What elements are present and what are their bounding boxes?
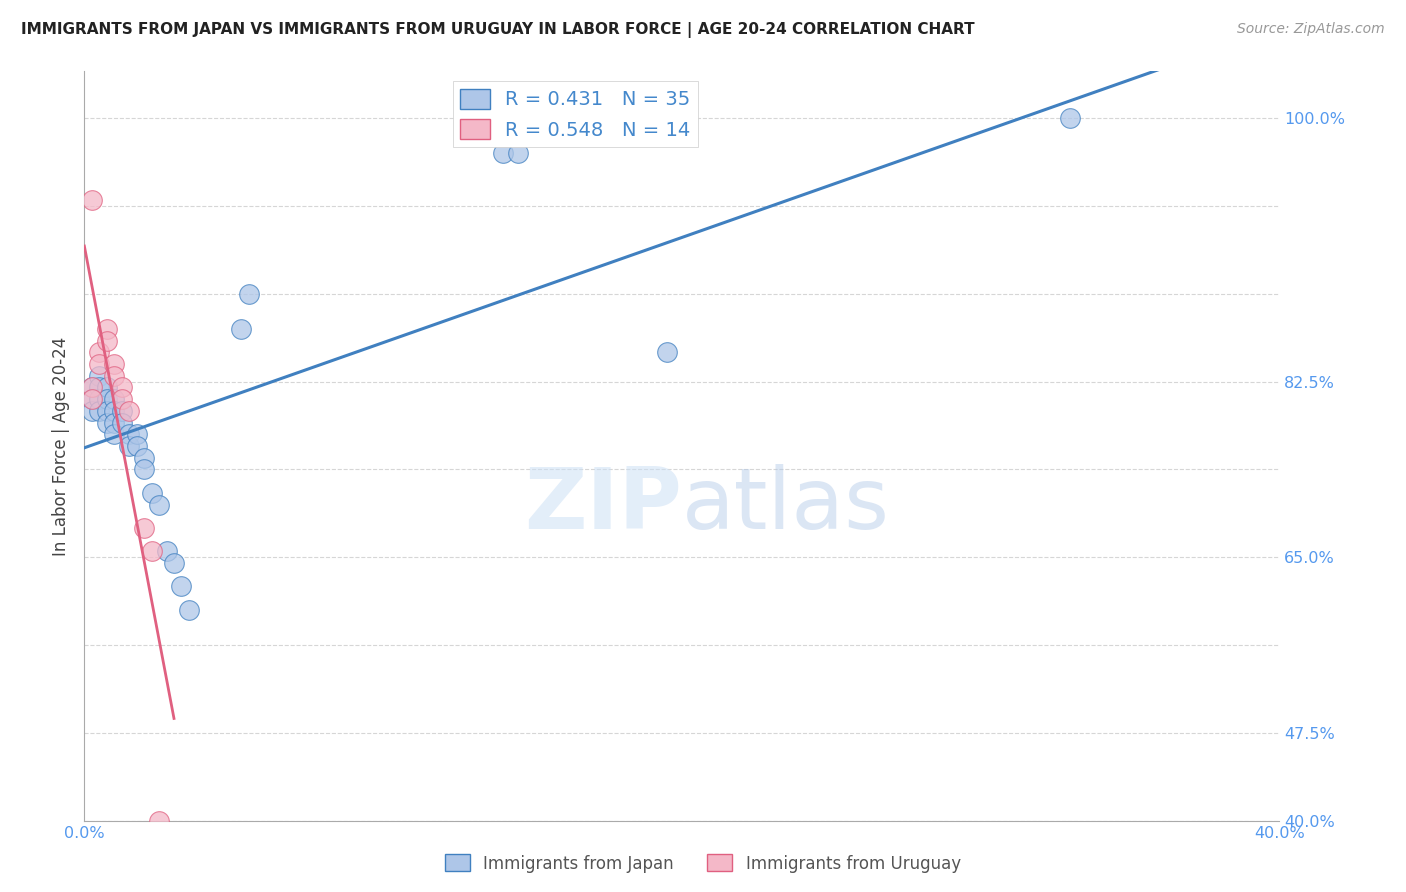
Point <box>177 603 200 617</box>
Point <box>103 368 125 383</box>
Point <box>163 556 186 570</box>
Point <box>118 404 141 418</box>
Point <box>80 392 103 407</box>
Point <box>492 146 515 161</box>
Point <box>96 416 118 430</box>
Point <box>655 345 678 359</box>
Point <box>80 404 103 418</box>
Point <box>231 322 253 336</box>
Point <box>132 462 156 476</box>
Point <box>89 380 111 394</box>
Point <box>132 521 156 535</box>
Point <box>89 404 111 418</box>
Point <box>80 392 103 407</box>
Point <box>96 380 118 394</box>
Point <box>96 334 118 348</box>
Point <box>80 380 103 394</box>
Point <box>96 392 118 407</box>
Text: IMMIGRANTS FROM JAPAN VS IMMIGRANTS FROM URUGUAY IN LABOR FORCE | AGE 20-24 CORR: IMMIGRANTS FROM JAPAN VS IMMIGRANTS FROM… <box>21 22 974 38</box>
Point <box>111 392 134 407</box>
Point <box>111 416 134 430</box>
Point <box>111 404 134 418</box>
Point <box>80 380 103 394</box>
Text: ZIP: ZIP <box>524 465 682 548</box>
Point <box>103 416 125 430</box>
Point <box>89 368 111 383</box>
Point <box>96 404 118 418</box>
Point <box>132 450 156 465</box>
Point <box>103 427 125 442</box>
Point <box>148 498 170 512</box>
Point <box>118 427 141 442</box>
Point <box>96 322 118 336</box>
Text: atlas: atlas <box>682 465 890 548</box>
Legend: Immigrants from Japan, Immigrants from Uruguay: Immigrants from Japan, Immigrants from U… <box>439 847 967 880</box>
Point <box>89 357 111 371</box>
Point <box>238 286 260 301</box>
Point <box>89 345 111 359</box>
Legend: R = 0.431   N = 35, R = 0.548   N = 14: R = 0.431 N = 35, R = 0.548 N = 14 <box>453 81 699 147</box>
Point <box>118 439 141 453</box>
Point <box>1059 112 1081 126</box>
Point <box>125 439 148 453</box>
Point <box>141 544 163 558</box>
Point <box>89 392 111 407</box>
Y-axis label: In Labor Force | Age 20-24: In Labor Force | Age 20-24 <box>52 336 70 556</box>
Point <box>506 146 529 161</box>
Point <box>103 357 125 371</box>
Point <box>141 485 163 500</box>
Point <box>155 544 177 558</box>
Point <box>170 580 193 594</box>
Point <box>103 404 125 418</box>
Point <box>125 427 148 442</box>
Point <box>103 392 125 407</box>
Point <box>148 814 170 828</box>
Point <box>111 380 134 394</box>
Point <box>80 193 103 207</box>
Text: Source: ZipAtlas.com: Source: ZipAtlas.com <box>1237 22 1385 37</box>
